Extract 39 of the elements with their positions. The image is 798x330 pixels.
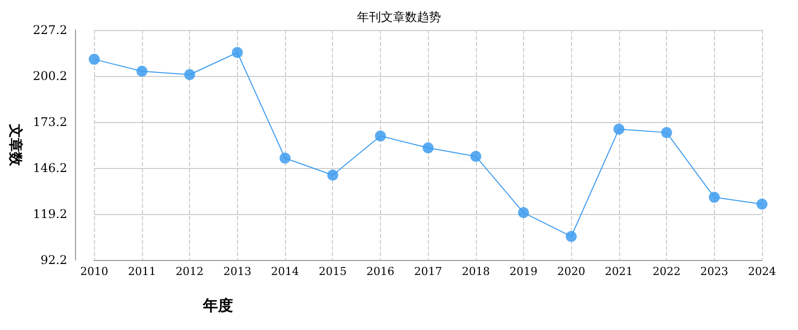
x-tick-label: 2021	[604, 265, 633, 278]
point	[88, 54, 100, 65]
x-tick-label: 2022	[652, 265, 681, 278]
point	[136, 66, 148, 77]
point	[184, 69, 196, 80]
x-tick-label: 2010	[80, 265, 108, 278]
y-tick-label: 146.2	[32, 161, 68, 175]
y-tick-label: 92.2	[40, 253, 68, 267]
x-tick-label: 2011	[128, 265, 156, 278]
point	[756, 198, 768, 210]
point	[327, 170, 338, 181]
x-tick-label: 2023	[700, 265, 728, 278]
y-tick-label: 119.2	[32, 207, 68, 221]
x-tick-label: 2018	[462, 265, 490, 278]
y-axis-title: 文章数	[7, 123, 24, 167]
point	[708, 192, 720, 203]
x-tick-label: 2024	[748, 265, 776, 278]
point	[374, 130, 386, 142]
x-tick-label: 2012	[176, 265, 204, 278]
x-tick-label: 2014	[271, 265, 300, 278]
x-tick-label: 2017	[414, 265, 442, 278]
point	[518, 207, 530, 218]
y-tick-label: 227.2	[32, 23, 68, 37]
x-tick-label: 2016	[366, 265, 394, 278]
y-tick-label: 200.2	[32, 69, 68, 83]
x-tick-label: 2019	[510, 265, 538, 278]
y-tick-label: 173.2	[32, 115, 68, 129]
point	[422, 142, 434, 154]
point	[280, 152, 291, 164]
point	[613, 124, 624, 135]
x-tick-label: 2020	[557, 265, 586, 278]
x-tick-label: 2013	[223, 265, 252, 278]
point	[470, 150, 482, 162]
point	[566, 230, 577, 242]
x-tick-label: 2015	[318, 265, 347, 278]
chart-title: 年刊文章数趋势	[357, 10, 441, 24]
x-axis-title: 年度	[202, 296, 234, 314]
point	[661, 127, 672, 138]
point	[232, 46, 243, 58]
